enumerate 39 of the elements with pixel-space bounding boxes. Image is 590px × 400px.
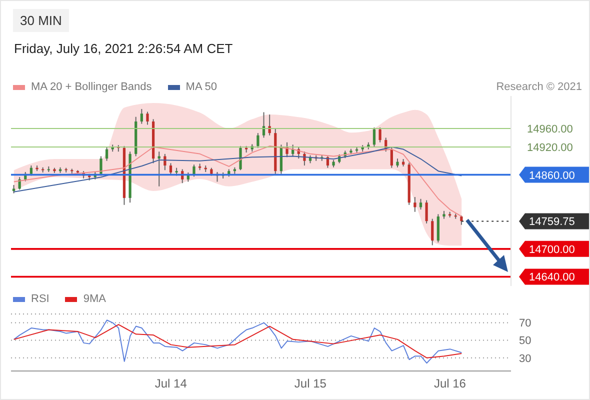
candlestick [390, 146, 393, 168]
candlestick [146, 111, 149, 126]
legend-label: MA 20 + Bollinger Bands [30, 81, 152, 93]
line-series [13, 320, 462, 364]
y-tick-label: 14759.75 [529, 216, 575, 228]
y-tick-label: 14640.00 [529, 272, 575, 284]
candlestick [431, 218, 434, 246]
candlestick [192, 164, 196, 178]
chart-subtitle: 30 MIN [13, 9, 69, 32]
candlestick [256, 132, 260, 148]
y-tick-label: 14960.00 [527, 123, 573, 136]
line-series [13, 146, 462, 192]
line-series [13, 324, 462, 358]
candlestick [239, 146, 242, 171]
legend-label: MA 50 [184, 81, 217, 93]
candlestick [140, 108, 143, 124]
candlestick [425, 200, 428, 224]
candlestick [414, 196, 416, 212]
candlestick [303, 151, 306, 166]
x-tick-label: Jul 14 [154, 376, 188, 391]
y-tick-label: 30 [519, 352, 532, 365]
y-tick-label: 14700.00 [529, 244, 575, 256]
y-tick-label: 50 [519, 335, 532, 348]
x-tick-label: Jul 15 [294, 376, 327, 391]
text: Friday, July 16, 2021 2:26:54 AM CET [14, 41, 233, 56]
candlestick [105, 146, 108, 162]
legend-label: 9MA [82, 293, 106, 305]
candlestick [454, 213, 457, 220]
y-tick-label: 14860.00 [529, 170, 575, 182]
legend-label: RSI [30, 293, 50, 305]
text: Research © 2021 [496, 81, 582, 93]
candlestick [372, 127, 376, 148]
candlestick [169, 162, 172, 176]
candlestick [419, 198, 422, 210]
candlestick [158, 151, 160, 187]
candlestick [378, 127, 382, 143]
x-tick-label: Jul 16 [434, 376, 466, 391]
y-tick-label: 70 [519, 318, 532, 330]
y-tick-label: 14920.00 [527, 142, 573, 154]
